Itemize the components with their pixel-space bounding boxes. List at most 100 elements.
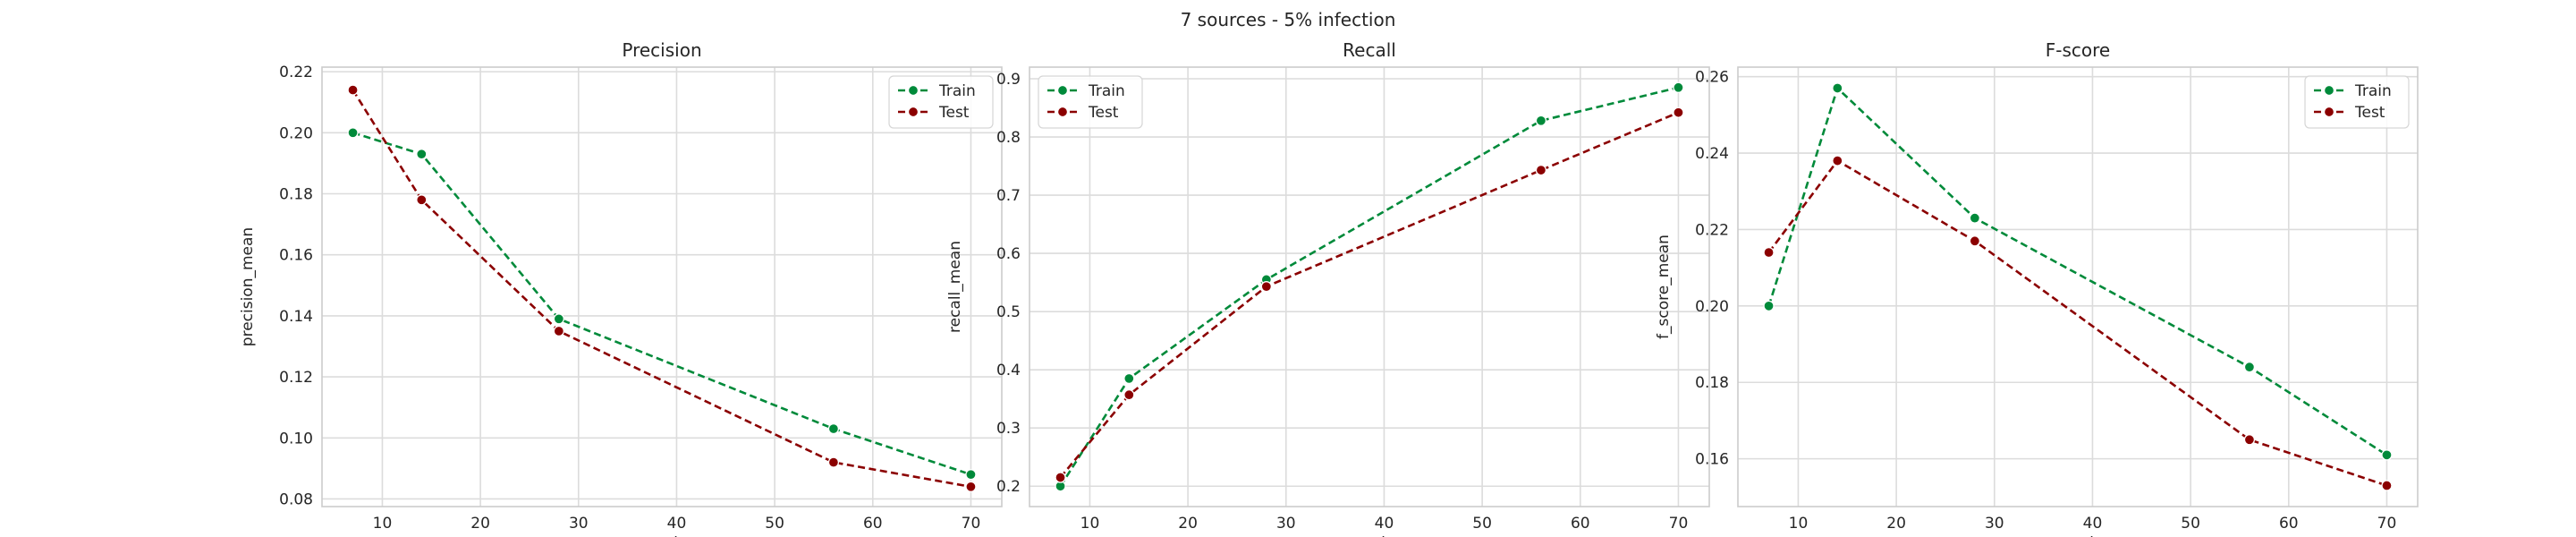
precision-plot-area (322, 67, 1002, 507)
precision-train-point (553, 313, 564, 325)
f-score-x-tick-label: 40 (2083, 515, 2103, 533)
recall-y-tick-label: 0.2 (996, 478, 1021, 496)
f-score-x-axis-label: top_k (2057, 534, 2098, 537)
recall-axes-frame (1029, 66, 1710, 507)
precision-test-legend-marker (907, 106, 919, 118)
recall-test-point (1535, 164, 1547, 176)
precision-axes-frame (321, 66, 1003, 507)
f-score-train-point (1832, 82, 1843, 94)
f-score-train-point (1763, 300, 1775, 311)
recall-x-tick-label: 10 (1080, 515, 1100, 533)
precision-y-axis-label: precision_mean (239, 227, 257, 346)
f-score-test-legend-marker (2323, 106, 2335, 118)
f-score-chart: 10 20 30 40 50 60 70 0.16 0.18 0.20 0.22 0.24 0.26 F-… (1655, 39, 2419, 537)
recall-test-legend-marker (1056, 106, 1069, 118)
recall-test-point (1055, 472, 1066, 483)
f-score-train-legend-label: Train (2354, 82, 2392, 100)
precision-x-tick-label: 50 (765, 515, 784, 533)
precision-y-tick-label: 0.22 (279, 64, 313, 81)
recall-x-axis-label: top_k (1349, 534, 1390, 537)
f-score-axes-frame (1737, 66, 2419, 507)
precision-y-tick-label: 0.20 (279, 124, 313, 142)
precision-x-axis-label: top_k (641, 534, 682, 537)
precision-test-point (553, 325, 564, 337)
precision-legend: Train Test (888, 75, 994, 129)
precision-y-tick-label: 0.10 (279, 430, 313, 448)
f-score-y-tick-label: 0.16 (1695, 451, 1729, 469)
precision-test-point (416, 194, 428, 206)
precision-x-tick-label: 30 (569, 515, 589, 533)
f-score-test-point (1969, 235, 1980, 247)
precision-x-tick-label: 10 (373, 515, 393, 533)
recall-plot-area (1030, 67, 1709, 507)
figure-title: 7 sources - 5% infection (1180, 9, 1396, 30)
precision-train-point (347, 127, 359, 139)
recall-x-tick-label: 50 (1472, 515, 1492, 533)
f-score-plot-area (1738, 67, 2418, 507)
f-score-title: F-score (2046, 39, 2110, 61)
f-score-legend: Train Test (2304, 75, 2410, 129)
recall-train-point (1673, 81, 1684, 93)
recall-y-tick-label: 0.9 (996, 71, 1021, 89)
precision-title: Precision (622, 39, 701, 61)
recall-y-tick-label: 0.8 (996, 129, 1021, 147)
precision-x-tick-label: 60 (863, 515, 883, 533)
recall-train-point (1123, 372, 1135, 385)
f-score-train-legend-marker (2323, 84, 2335, 97)
recall-x-tick-label: 60 (1571, 515, 1590, 533)
precision-test-point (827, 456, 840, 468)
recall-y-axis-label: recall_mean (946, 241, 964, 333)
precision-train-legend-marker (907, 84, 919, 97)
f-score-train-point (2243, 362, 2256, 373)
recall-legend: Train Test (1038, 75, 1143, 129)
f-score-x-tick-label: 70 (2377, 515, 2397, 533)
recall-y-tick-label: 0.4 (996, 362, 1021, 379)
recall-train-legend-marker (1056, 84, 1069, 97)
f-score-x-tick-label: 30 (1985, 515, 2004, 533)
f-score-test-point (1832, 155, 1843, 166)
recall-test-legend-label: Test (1088, 104, 1119, 122)
recall-train-legend-label: Train (1088, 82, 1125, 100)
precision-chart: 10 20 30 40 50 60 70 0.08 0.10 0.12 0.14 0.16 0.18 0.… (239, 39, 1003, 537)
recall-y-tick-label: 0.5 (996, 303, 1021, 321)
f-score-y-tick-label: 0.22 (1695, 221, 1729, 239)
precision-y-tick-label: 0.14 (279, 308, 313, 326)
f-score-y-axis-label: f_score_mean (1655, 234, 1673, 339)
f-score-x-tick-label: 60 (2279, 515, 2299, 533)
precision-test-legend-label: Test (938, 104, 970, 122)
recall-title: Recall (1343, 39, 1396, 61)
f-score-test-point (2243, 434, 2256, 446)
precision-y-tick-label: 0.16 (279, 247, 313, 265)
precision-test-point (965, 481, 977, 492)
f-score-test-point (2381, 480, 2393, 491)
recall-y-tick-label: 0.7 (996, 187, 1021, 205)
f-score-test-legend-label: Test (2354, 104, 2385, 122)
recall-test-point (1260, 281, 1272, 293)
precision-x-tick-label: 40 (667, 515, 687, 533)
precision-x-tick-label: 20 (470, 515, 490, 533)
precision-x-tick-label: 70 (962, 515, 981, 533)
f-score-x-tick-label: 20 (1886, 515, 1906, 533)
f-score-y-tick-label: 0.18 (1695, 374, 1729, 392)
recall-chart: 10 20 30 40 50 60 70 0.2 0.3 0.4 0.5 0.6 0.7 0.8 0.9 Re… (946, 39, 1710, 537)
f-score-y-tick-label: 0.24 (1695, 145, 1729, 163)
precision-test-point (347, 84, 359, 96)
recall-y-tick-label: 0.6 (996, 245, 1021, 263)
f-score-x-tick-label: 50 (2181, 515, 2200, 533)
precision-y-tick-label: 0.08 (279, 490, 313, 508)
f-score-x-tick-label: 10 (1789, 515, 1809, 533)
recall-x-tick-label: 40 (1375, 515, 1394, 533)
f-score-train-point (2381, 449, 2393, 461)
precision-train-point (416, 149, 428, 160)
f-score-y-tick-label: 0.20 (1695, 298, 1729, 316)
f-score-y-tick-label: 0.26 (1695, 69, 1729, 87)
precision-train-legend-label: Train (938, 82, 976, 100)
recall-x-tick-label: 70 (1669, 515, 1689, 533)
recall-x-tick-label: 30 (1276, 515, 1296, 533)
recall-x-tick-label: 20 (1178, 515, 1198, 533)
precision-train-point (827, 422, 840, 435)
recall-y-tick-label: 0.3 (996, 420, 1021, 438)
recall-train-point (1535, 115, 1547, 126)
precision-y-tick-label: 0.12 (279, 369, 313, 387)
